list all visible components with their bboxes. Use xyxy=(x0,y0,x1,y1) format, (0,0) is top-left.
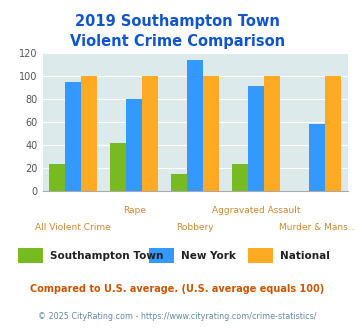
Text: 2019 Southampton Town: 2019 Southampton Town xyxy=(75,14,280,29)
Text: Robbery: Robbery xyxy=(176,223,214,232)
Text: Southampton Town: Southampton Town xyxy=(50,251,163,261)
Text: Compared to U.S. average. (U.S. average equals 100): Compared to U.S. average. (U.S. average … xyxy=(31,284,324,294)
Bar xyxy=(264,76,280,191)
Text: New York: New York xyxy=(181,251,236,261)
Bar xyxy=(325,76,341,191)
Text: All Violent Crime: All Violent Crime xyxy=(35,223,111,232)
Bar xyxy=(187,60,203,191)
Bar xyxy=(248,86,264,191)
Bar xyxy=(203,76,219,191)
Bar xyxy=(171,174,187,191)
Bar xyxy=(142,76,158,191)
Text: Violent Crime Comparison: Violent Crime Comparison xyxy=(70,34,285,49)
Text: © 2025 CityRating.com - https://www.cityrating.com/crime-statistics/: © 2025 CityRating.com - https://www.city… xyxy=(38,312,317,321)
Text: Aggravated Assault: Aggravated Assault xyxy=(212,206,301,215)
Text: National: National xyxy=(280,251,330,261)
Bar xyxy=(310,124,325,191)
Bar xyxy=(126,99,142,191)
Bar xyxy=(49,164,65,191)
Bar xyxy=(233,164,248,191)
Bar xyxy=(65,82,81,191)
Bar xyxy=(110,143,126,191)
Bar xyxy=(81,76,97,191)
Text: Rape: Rape xyxy=(123,206,146,215)
Text: Murder & Mans...: Murder & Mans... xyxy=(279,223,355,232)
